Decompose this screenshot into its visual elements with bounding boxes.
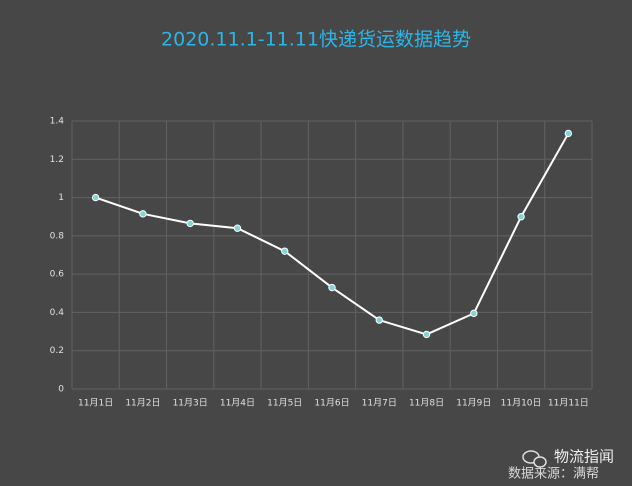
x-tick-label: 11月6日 xyxy=(314,398,349,409)
x-tick-label: 11月5日 xyxy=(267,398,302,409)
source-note: 数据来源：满帮 xyxy=(508,467,599,482)
point xyxy=(564,129,573,138)
point xyxy=(186,219,194,228)
x-tick-label: 11月11日 xyxy=(548,398,589,409)
x-tick-label: 11月2日 xyxy=(125,398,160,409)
x-tick-label: 11月9日 xyxy=(456,398,491,409)
x-tick-label: 11月7日 xyxy=(362,398,397,409)
y-tick-label: 1.4 xyxy=(50,117,65,127)
y-tick-label: 0.2 xyxy=(50,346,64,356)
y-tick-label: 0.6 xyxy=(50,270,65,280)
point xyxy=(328,283,336,292)
point xyxy=(517,213,525,221)
point xyxy=(470,309,478,318)
x-tick-label: 11月10日 xyxy=(501,398,542,409)
point xyxy=(91,193,100,202)
y-tick-label: 0 xyxy=(58,385,64,395)
x-tick-label: 11月8日 xyxy=(409,398,444,409)
x-tick-label: 11月4日 xyxy=(220,398,255,409)
chart-title: 2020.11.1-11.11快递货运数据趋势 xyxy=(161,29,471,51)
x-tick-label: 11月1日 xyxy=(78,398,113,409)
y-tick-label: 0.8 xyxy=(50,231,65,241)
watermark: 物流指闻 xyxy=(554,448,614,466)
point xyxy=(281,247,289,255)
y-tick-label: 1 xyxy=(58,193,64,203)
point xyxy=(139,210,147,218)
y-tick-label: 1.2 xyxy=(50,155,64,165)
point xyxy=(233,224,242,232)
y-tick-label: 0.4 xyxy=(50,308,65,318)
x-tick-label: 11月3日 xyxy=(173,398,208,409)
watermark-icon xyxy=(522,450,547,468)
point xyxy=(422,330,431,339)
point xyxy=(375,316,383,324)
